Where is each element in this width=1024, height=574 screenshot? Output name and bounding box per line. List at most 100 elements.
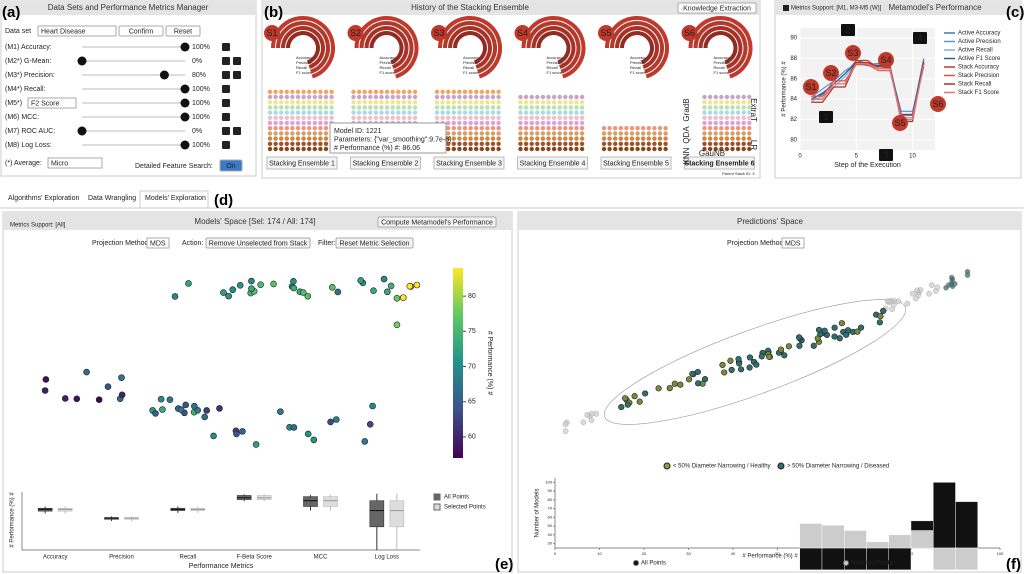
instance-point[interactable] bbox=[795, 334, 803, 341]
instance-point[interactable] bbox=[943, 284, 949, 291]
model-point[interactable] bbox=[406, 282, 414, 290]
instance-point[interactable] bbox=[728, 366, 735, 374]
instance-point[interactable] bbox=[721, 369, 728, 376]
instance-point[interactable] bbox=[838, 320, 845, 327]
model-point[interactable] bbox=[328, 284, 336, 291]
model-point[interactable] bbox=[384, 288, 391, 296]
instance-point[interactable] bbox=[949, 276, 956, 283]
model-point[interactable] bbox=[290, 284, 298, 292]
tab-active[interactable] bbox=[139, 190, 209, 209]
model-point[interactable] bbox=[357, 277, 365, 284]
instance-point[interactable] bbox=[934, 284, 941, 291]
instance-point[interactable] bbox=[562, 421, 569, 427]
model-point[interactable] bbox=[42, 376, 50, 383]
knowledge-button[interactable] bbox=[677, 2, 757, 14]
instance-point[interactable] bbox=[701, 376, 709, 383]
instance-point[interactable] bbox=[588, 417, 595, 424]
filter-button[interactable] bbox=[335, 237, 414, 249]
model-point[interactable] bbox=[220, 289, 227, 296]
model-point[interactable] bbox=[248, 277, 255, 285]
instance-point[interactable] bbox=[666, 385, 673, 392]
average-select[interactable] bbox=[47, 157, 103, 169]
instance-point[interactable] bbox=[727, 357, 734, 364]
instance-point[interactable] bbox=[831, 333, 838, 340]
instance-point[interactable] bbox=[928, 282, 935, 288]
instance-point[interactable] bbox=[719, 361, 726, 369]
slider-knob[interactable] bbox=[159, 70, 169, 80]
model-point[interactable] bbox=[118, 391, 126, 399]
model-point[interactable] bbox=[334, 288, 342, 296]
instance-point[interactable] bbox=[584, 412, 591, 418]
model-point[interactable] bbox=[61, 395, 69, 402]
model-point[interactable] bbox=[310, 436, 318, 444]
instance-point[interactable] bbox=[926, 290, 932, 297]
model-point[interactable] bbox=[387, 282, 395, 290]
model-point[interactable] bbox=[118, 374, 125, 381]
model-point[interactable] bbox=[171, 293, 179, 300]
instance-point[interactable] bbox=[642, 390, 649, 397]
instance-point[interactable] bbox=[909, 290, 916, 297]
model-point[interactable] bbox=[361, 438, 369, 445]
model-point[interactable] bbox=[201, 413, 208, 421]
model-point[interactable] bbox=[369, 402, 376, 410]
model-point[interactable] bbox=[177, 406, 185, 413]
dataset-select[interactable] bbox=[37, 25, 117, 37]
instance-point[interactable] bbox=[964, 268, 971, 275]
instance-point[interactable] bbox=[624, 401, 631, 408]
instance-point[interactable] bbox=[753, 361, 760, 368]
instance-point[interactable] bbox=[914, 287, 920, 294]
model-point[interactable] bbox=[41, 387, 49, 394]
instance-point[interactable] bbox=[913, 295, 919, 302]
model-point[interactable] bbox=[239, 428, 246, 435]
instance-point[interactable] bbox=[580, 419, 587, 425]
instance-point[interactable] bbox=[884, 298, 891, 305]
instance-point[interactable] bbox=[677, 381, 684, 388]
model-point[interactable] bbox=[95, 396, 103, 403]
slider-knob[interactable] bbox=[180, 112, 190, 122]
slider-knob[interactable] bbox=[77, 126, 87, 136]
instance-point[interactable] bbox=[876, 319, 883, 326]
reset-button[interactable] bbox=[165, 25, 201, 37]
instance-point[interactable] bbox=[831, 324, 838, 331]
model-point[interactable] bbox=[332, 416, 340, 423]
model-point[interactable] bbox=[399, 294, 407, 301]
model-point[interactable] bbox=[252, 441, 260, 448]
model-point[interactable] bbox=[152, 410, 159, 417]
instance-point[interactable] bbox=[796, 342, 803, 349]
instance-point[interactable] bbox=[622, 395, 629, 402]
slider-knob[interactable] bbox=[180, 84, 190, 94]
instance-point[interactable] bbox=[880, 307, 887, 315]
stack-label-box[interactable] bbox=[600, 156, 672, 170]
model-point[interactable] bbox=[393, 321, 401, 329]
model-point[interactable] bbox=[166, 396, 174, 403]
model-point[interactable] bbox=[216, 405, 223, 412]
model-point[interactable] bbox=[210, 432, 217, 440]
instance-point[interactable] bbox=[737, 366, 745, 373]
instance-point[interactable] bbox=[671, 380, 678, 387]
instance-point[interactable] bbox=[589, 410, 595, 417]
model-point[interactable] bbox=[157, 395, 165, 403]
model-point[interactable] bbox=[191, 402, 198, 410]
model-point[interactable] bbox=[304, 292, 312, 300]
confirm-button[interactable] bbox=[118, 25, 164, 37]
model-point[interactable] bbox=[185, 280, 192, 287]
model-point[interactable] bbox=[229, 286, 237, 294]
slider-knob[interactable] bbox=[180, 140, 190, 150]
model-point[interactable] bbox=[327, 418, 334, 426]
instance-point[interactable] bbox=[854, 328, 861, 335]
model-point[interactable] bbox=[290, 278, 297, 285]
instance-point[interactable] bbox=[562, 428, 569, 434]
instance-point[interactable] bbox=[758, 353, 765, 360]
instance-point[interactable] bbox=[895, 298, 902, 305]
instance-point[interactable] bbox=[655, 385, 662, 392]
instance-point[interactable] bbox=[766, 353, 773, 360]
model-point[interactable] bbox=[203, 407, 210, 414]
model-point[interactable] bbox=[277, 408, 284, 415]
instance-point[interactable] bbox=[636, 398, 643, 405]
instance-point[interactable] bbox=[836, 335, 843, 342]
model-point[interactable] bbox=[299, 289, 307, 296]
stack-label-box[interactable] bbox=[684, 156, 755, 170]
instance-point[interactable] bbox=[785, 343, 793, 350]
stack-label-box[interactable] bbox=[433, 156, 505, 170]
feature-toggle[interactable] bbox=[219, 159, 243, 172]
